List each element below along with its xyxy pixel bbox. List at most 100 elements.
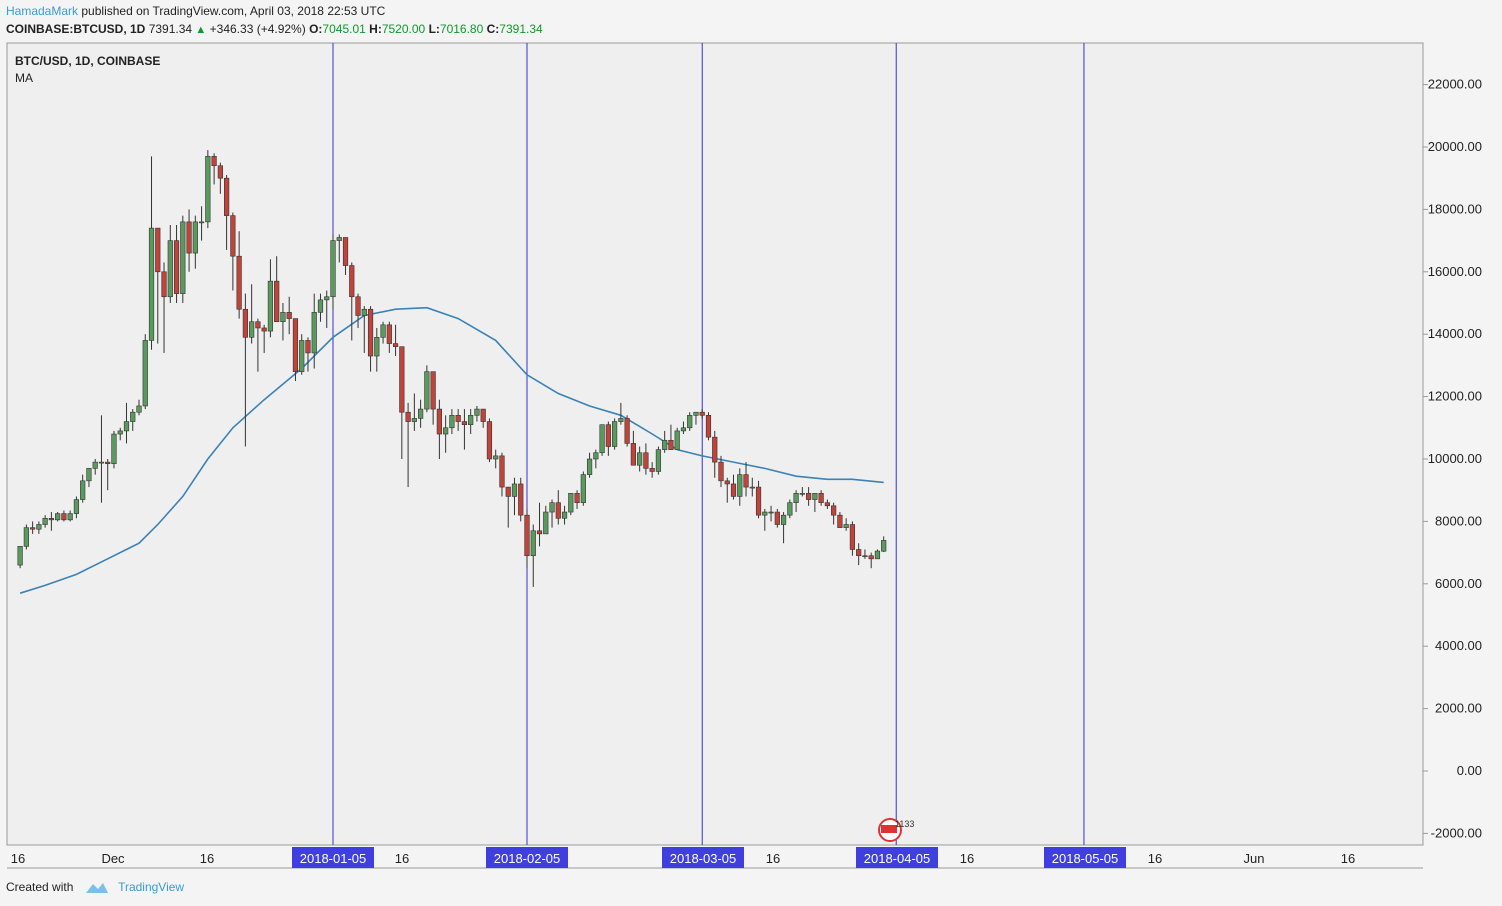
candle-up — [511, 477, 518, 516]
published-text: published on TradingView.com, April 03, … — [81, 4, 386, 18]
candle-down — [461, 409, 468, 450]
price-tick-label: 2000.00 — [1435, 701, 1482, 716]
candle-up — [449, 409, 455, 435]
footer: Created with TradingView — [6, 880, 184, 895]
legend-ma[interactable]: MA — [15, 71, 33, 85]
candle-down — [211, 153, 217, 185]
candle-down — [831, 502, 837, 525]
ma-line — [19, 306, 884, 594]
candle-down — [430, 371, 436, 425]
candle-up — [580, 471, 586, 506]
candle-up — [468, 409, 474, 435]
candle-down — [349, 262, 355, 341]
candle-up — [599, 424, 605, 456]
candle-up — [136, 399, 142, 416]
time-tick-label: 2018-04-05 — [864, 851, 931, 866]
time-tick-label: 2018-03-05 — [670, 851, 737, 866]
candle-up — [374, 327, 380, 372]
candle-down — [668, 424, 674, 450]
candle-up — [17, 546, 23, 569]
candle-down — [455, 409, 461, 431]
candle-down — [155, 227, 161, 344]
price-tick-label: 4000.00 — [1435, 638, 1482, 653]
author-link[interactable]: HamadaMark — [6, 4, 79, 18]
candle-up — [380, 321, 386, 344]
candle-up — [612, 418, 618, 450]
candle-down — [186, 209, 192, 272]
event-badge-count: 1133 — [895, 819, 914, 829]
time-axis[interactable]: 16 Dec 16 2018-01-05 16 2018-02-05 2018-03-05 1… — [11, 847, 1355, 868]
candle-down — [518, 477, 524, 522]
tradingview-link[interactable]: TradingView — [118, 880, 185, 894]
candle-up — [687, 412, 693, 431]
candle-down — [61, 510, 67, 522]
last-price: 7391.34 — [148, 22, 193, 36]
candle-up — [311, 293, 317, 369]
candle-down — [643, 443, 649, 475]
candle-up — [424, 365, 430, 413]
candle-up — [655, 446, 662, 475]
candle-up — [42, 515, 48, 528]
candle-up — [148, 156, 155, 350]
up-triangle-icon: ▲ — [195, 24, 207, 36]
candle-down — [524, 508, 530, 569]
time-tick-label: 2018-01-05 — [300, 851, 367, 866]
candle-up — [267, 259, 274, 338]
candle-down — [486, 418, 493, 463]
candle-down — [436, 399, 442, 459]
candle-up — [86, 468, 92, 488]
price-tick-label: 18000.00 — [1428, 201, 1482, 216]
candle-up — [762, 508, 768, 531]
candle-down — [849, 521, 856, 556]
candles — [17, 150, 887, 587]
candle-up — [530, 524, 536, 587]
candle-up — [117, 427, 123, 441]
candle-up — [680, 421, 687, 435]
candle-down — [755, 480, 762, 519]
candle-up — [443, 415, 449, 453]
price-tick-label: 22000.00 — [1428, 77, 1482, 92]
candle-down — [399, 346, 405, 459]
candle-up — [249, 284, 255, 344]
candle-up — [92, 459, 98, 475]
tradingview-logo-icon — [85, 882, 108, 893]
candle-up — [418, 399, 424, 428]
candle-down — [555, 490, 561, 525]
candle-down — [30, 521, 36, 534]
candle-down — [405, 402, 411, 488]
price-axis[interactable]: 22000.00 20000.00 18000.00 16000.00 14000.00… — [1423, 77, 1482, 841]
time-tick-label: 16 — [395, 851, 409, 866]
candle-up — [67, 510, 73, 522]
candle-up — [543, 505, 549, 535]
candle-up — [330, 234, 336, 310]
candle-down — [161, 262, 167, 353]
candle-down — [536, 502, 543, 547]
candle-down — [342, 237, 349, 275]
candle-up — [787, 499, 793, 519]
candle-up — [80, 474, 86, 503]
candle-down — [480, 408, 486, 428]
candle-down — [856, 543, 862, 566]
candle-up — [411, 393, 417, 431]
candle-down — [367, 306, 374, 372]
created-with-text: Created with — [6, 880, 74, 894]
symbol-text: COINBASE:BTCUSD, 1D — [6, 22, 146, 36]
candle-down — [705, 412, 712, 441]
candle-down — [605, 421, 611, 456]
candle-down — [48, 512, 54, 531]
candle-up — [98, 415, 105, 503]
event-flag-icon[interactable]: 1133 — [878, 818, 914, 842]
candle-down — [837, 512, 843, 528]
time-tick-label: 16 — [960, 851, 974, 866]
time-tick-label: 16 — [1148, 851, 1162, 866]
date-label-bg — [1044, 847, 1126, 868]
close-label: C: — [486, 22, 500, 36]
price-tick-label: 16000.00 — [1428, 264, 1482, 279]
candle-down — [624, 415, 630, 447]
candle-up — [23, 524, 29, 550]
candle-up — [843, 518, 849, 531]
close-value: 7391.34 — [499, 22, 543, 36]
candle-up — [192, 215, 198, 269]
candle-up — [36, 521, 42, 534]
